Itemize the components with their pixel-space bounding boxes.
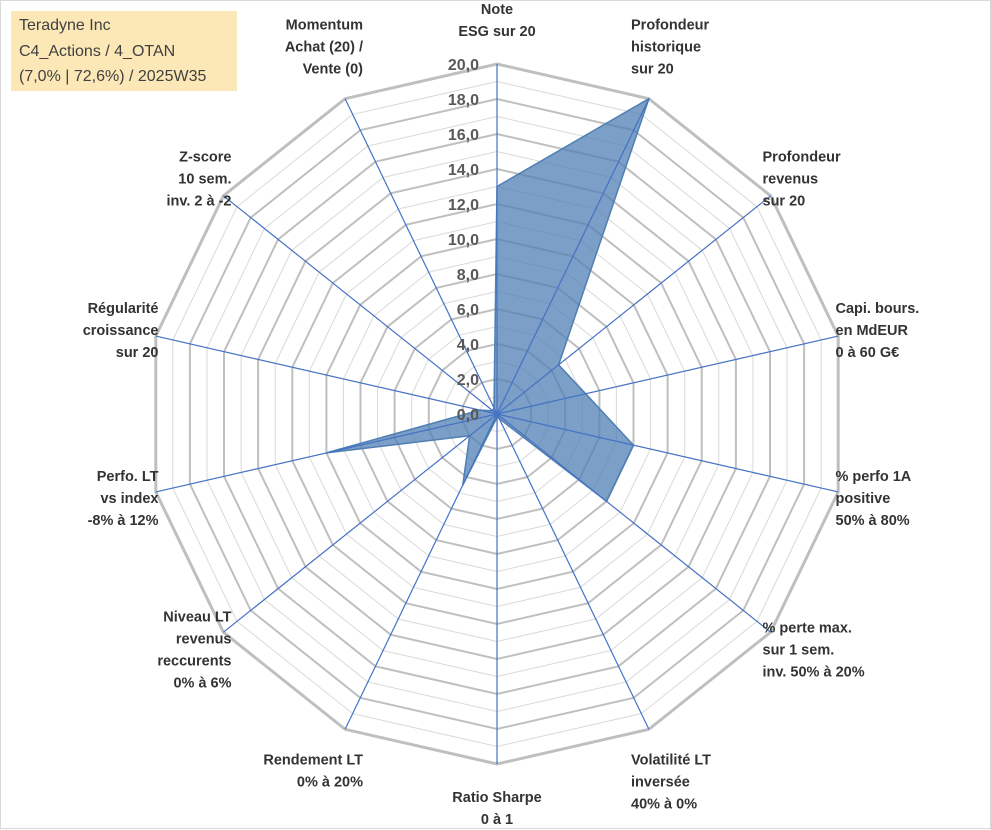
- axis-label-line: sur 20: [116, 345, 159, 361]
- axis-label-line: Volatilité LT: [631, 753, 711, 769]
- tick-label: 10,0: [448, 232, 479, 249]
- axis-spoke: [496, 98, 650, 415]
- info-box: Teradyne Inc C4_Actions / 4_OTAN (7,0% |…: [11, 11, 237, 91]
- axis-label-line: vs index: [100, 491, 158, 507]
- axis-label: % perfo 1A positive 50% à 80%: [836, 469, 912, 529]
- axis-label-line: historique: [631, 39, 701, 55]
- axis-label: Momentum Achat (20) / Vente (0): [285, 17, 363, 77]
- axis-label: Perfo. LT vs index -8% à 12%: [88, 469, 159, 529]
- axis-label-line: positive: [836, 491, 891, 507]
- axis-label: Profondeur historique sur 20: [631, 17, 709, 77]
- tick-label: 14,0: [448, 162, 479, 179]
- tick-label: 2,0: [457, 372, 479, 389]
- axis-label-line: Z-score: [179, 149, 231, 165]
- axis-label-line: Achat (20) /: [285, 39, 363, 55]
- axis-label: Z-score 10 sem. inv. 2 à -2: [166, 149, 231, 209]
- axis-spoke: [223, 195, 498, 415]
- tick-label: 18,0: [448, 92, 479, 109]
- axis-label-line: Momentum: [286, 17, 363, 33]
- axis-label-line: 0% à 20%: [297, 775, 363, 791]
- company-name: Teradyne Inc: [19, 17, 111, 34]
- axis-label-line: sur 1 sem.: [763, 643, 835, 659]
- axis-label-line: Vente (0): [303, 61, 364, 77]
- axis-label-line: Capi. bours.: [836, 301, 920, 317]
- axis-spoke: [155, 413, 498, 493]
- axis-label-line: Régularité: [88, 301, 159, 317]
- tick-label: 4,0: [457, 337, 479, 354]
- axis-label-line: inv. 2 à -2: [166, 193, 231, 209]
- tick-label: 16,0: [448, 127, 479, 144]
- axis-spoke: [496, 413, 771, 633]
- tick-label: 0,0: [457, 407, 479, 424]
- axis-label: Niveau LT revenus reccurents 0% à 6%: [157, 610, 231, 692]
- axis-label-line: % perfo 1A: [836, 469, 912, 485]
- axis-label-line: sur 20: [631, 61, 674, 77]
- axis-label-line: Profondeur: [763, 149, 841, 165]
- axis-spoke: [344, 413, 498, 730]
- axis-label: % perte max. sur 1 sem. inv. 50% à 20%: [763, 621, 865, 681]
- axis-label-line: Rendement LT: [263, 753, 363, 769]
- axis-label-line: Niveau LT: [163, 610, 231, 626]
- axis-spoke: [155, 335, 498, 415]
- axis-label-line: 0 à 1: [481, 812, 513, 828]
- axis-label-line: -8% à 12%: [88, 513, 159, 529]
- portfolio-label: C4_Actions / 4_OTAN: [19, 43, 176, 60]
- axis-label-line: reccurents: [157, 654, 231, 670]
- axis-spoke: [496, 195, 771, 415]
- axis-label-line: revenus: [176, 632, 232, 648]
- axis-label-line: 50% à 80%: [836, 513, 910, 529]
- axis-label-line: revenus: [763, 171, 819, 187]
- axis-label-line: Ratio Sharpe: [452, 790, 541, 806]
- axis-label-line: Note: [481, 2, 513, 18]
- axis-label-line: inversée: [631, 775, 690, 791]
- axis-label: Ratio Sharpe 0 à 1: [452, 790, 541, 828]
- axis-spoke: [496, 413, 650, 730]
- axis-spoke: [496, 413, 839, 493]
- axis-label-line: 0% à 6%: [173, 676, 231, 692]
- axis-spoke: [344, 98, 498, 415]
- stats-label: (7,0% | 72,6%) / 2025W35: [19, 68, 207, 85]
- axis-spoke: [223, 413, 498, 633]
- tick-label: 8,0: [457, 267, 479, 284]
- axis-label-line: sur 20: [763, 193, 806, 209]
- axis-label-line: inv. 50% à 20%: [763, 665, 865, 681]
- axis-label-line: en MdEUR: [836, 323, 909, 339]
- axis-label: Volatilité LT inversée 40% à 0%: [631, 753, 711, 813]
- axis-label-line: 40% à 0%: [631, 797, 697, 813]
- axis-label-line: 10 sem.: [178, 171, 231, 187]
- axis-label: Rendement LT 0% à 20%: [263, 753, 363, 791]
- axis-label-line: croissance: [83, 323, 159, 339]
- axis-label-line: % perte max.: [763, 621, 852, 637]
- axis-label: Capi. bours. en MdEUR 0 à 60 G€: [836, 301, 920, 361]
- axis-label-line: Perfo. LT: [97, 469, 159, 485]
- axis-spoke: [496, 335, 839, 415]
- axis-label: Profondeur revenus sur 20: [763, 149, 841, 209]
- tick-label: 12,0: [448, 197, 479, 214]
- axis-label: Note ESG sur 20: [458, 2, 535, 40]
- axis-label: Régularité croissance sur 20: [83, 301, 159, 361]
- tick-label: 6,0: [457, 302, 479, 319]
- axis-label-line: Profondeur: [631, 17, 709, 33]
- axis-label-line: ESG sur 20: [458, 24, 535, 40]
- tick-label: 20,0: [448, 57, 479, 74]
- axis-label-line: 0 à 60 G€: [836, 345, 900, 361]
